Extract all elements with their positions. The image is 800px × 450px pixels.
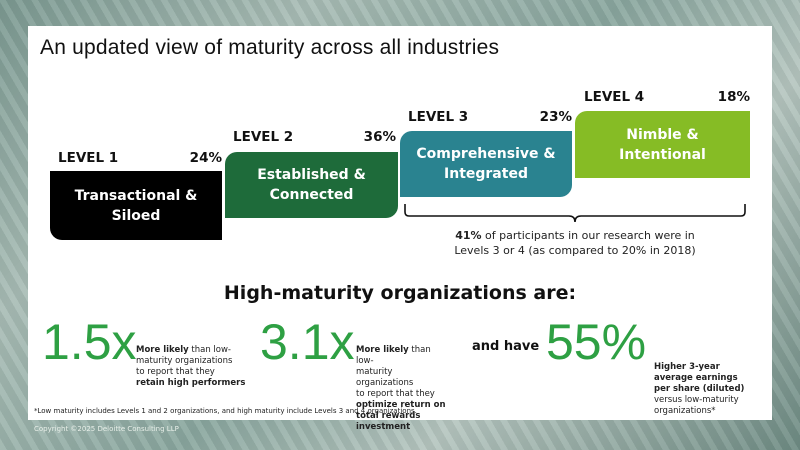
stat-2-value: 3.1x	[260, 314, 355, 370]
stat-3-description: Higher 3-year average earnings per share…	[654, 362, 745, 416]
level-2-percent: 36%	[363, 129, 396, 145]
level-4-name: Intentional	[619, 146, 706, 163]
note-percent: 41%	[455, 229, 482, 242]
level-4-box: Nimble & Intentional	[575, 111, 750, 178]
and-have-text: and have	[472, 339, 540, 354]
level-1-label: LEVEL 1	[58, 150, 119, 166]
note-text: of participants in our research were in	[481, 229, 695, 242]
level-4-percent: 18%	[717, 89, 750, 105]
slide-title: An updated view of maturity across all i…	[40, 36, 500, 59]
levels-3-4-note: 41% of participants in our research were…	[403, 228, 747, 258]
level-3-name: Comprehensive &	[416, 146, 556, 162]
level-1-name: Transactional &	[74, 187, 198, 204]
level-2-box: Established & Connected	[225, 152, 398, 218]
stat-3-value: 55%	[546, 314, 647, 370]
level-3-label: LEVEL 3	[408, 109, 469, 125]
level-4-label: LEVEL 4	[584, 89, 645, 105]
bracket	[404, 204, 746, 223]
level-2-label: LEVEL 2	[233, 129, 294, 145]
stat-2-description: More likely than low-maturity organizati…	[356, 345, 446, 432]
level-3-box: Comprehensive & Integrated	[400, 131, 572, 197]
level-2-name: Established &	[257, 167, 366, 183]
copyright: Copyright ©2025 Deloitte Consulting LLP	[34, 425, 179, 433]
level-1-percent: 24%	[189, 150, 222, 166]
slide: An updated view of maturity across all i…	[28, 26, 772, 432]
footnote: *Low maturity includes Levels 1 and 2 or…	[34, 407, 417, 415]
level-3-percent: 23%	[539, 109, 572, 125]
level-1-box: Transactional & Siloed	[50, 171, 222, 240]
stat-1-value: 1.5x	[42, 314, 137, 370]
level-2-name: Connected	[269, 187, 354, 203]
note-text: Levels 3 or 4 (as compared to 20% in 201…	[454, 244, 696, 257]
level-4-name: Nimble &	[626, 126, 699, 143]
level-3-name: Integrated	[444, 166, 528, 182]
level-1-name: Siloed	[111, 207, 161, 224]
section-subtitle: High-maturity organizations are:	[223, 282, 577, 304]
stat-1-description: More likely than low-maturity organizati…	[136, 345, 246, 388]
